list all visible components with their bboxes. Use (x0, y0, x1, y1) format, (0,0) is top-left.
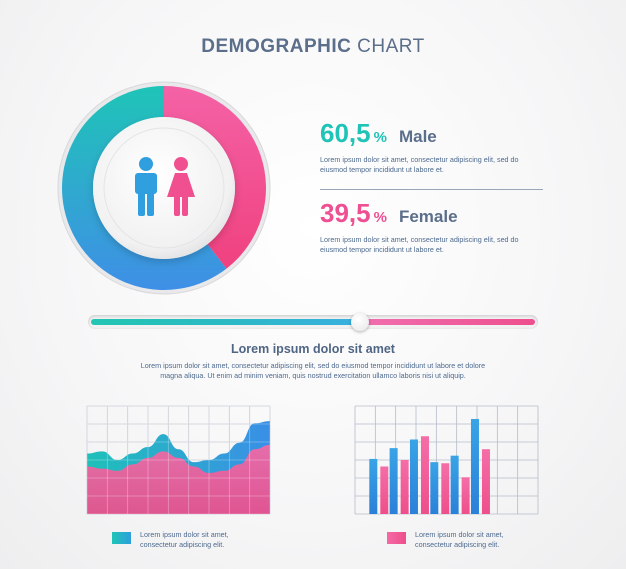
male-label: Male (398, 127, 437, 146)
legend-swatch-teal (112, 532, 131, 544)
slider-fill-female (359, 319, 535, 325)
title-bold: DEMOGRAPHIC (201, 36, 352, 57)
bar-pink (461, 477, 470, 514)
male-percent: 60,5 (320, 118, 371, 148)
bar-blue (470, 418, 479, 514)
legend-left-text: Lorem ipsum dolor sit amet, consectetur … (140, 530, 260, 549)
bar-chart (354, 404, 540, 516)
section-heading: Lorem ipsum dolor sit amet (231, 342, 395, 356)
section-line-1: Lorem ipsum dolor sit amet, consectetur … (140, 361, 486, 370)
donut-svg (57, 81, 271, 295)
title-light: CHART (357, 36, 425, 57)
ratio-slider[interactable] (88, 313, 538, 331)
bar-pink (481, 449, 490, 514)
male-desc-line-1: Lorem ipsum dolor sit amet, consectetur … (320, 155, 519, 164)
legend-right-line-1: Lorem ipsum dolor sit amet, (415, 530, 504, 539)
male-stat: 60,5% Male Lorem ipsum dolor sit amet, co… (320, 118, 550, 174)
bar-pink (380, 466, 389, 514)
legend-right: Lorem ipsum dolor sit amet, consectetur … (387, 530, 535, 549)
bar-chart-svg (354, 405, 539, 515)
legend-left: Lorem ipsum dolor sit amet, consectetur … (112, 530, 260, 549)
section-paragraph: Lorem ipsum dolor sit amet, consectetur … (113, 361, 513, 380)
legend-right-text: Lorem ipsum dolor sit amet, consectetur … (415, 530, 535, 549)
area-chart-svg (86, 405, 271, 515)
female-desc-line-2: eiusmod tempor incididunt ut labore et. (320, 244, 444, 254)
page-title: DEMOGRAPHIC CHART (0, 36, 626, 58)
slider-fill-male (91, 319, 360, 325)
bar-blue (450, 455, 459, 514)
female-percent-unit: % (373, 209, 387, 226)
bar-blue (409, 439, 418, 514)
legend-left-line-1: Lorem ipsum dolor sit amet, (140, 530, 229, 539)
female-description: Lorem ipsum dolor sit amet, consectetur … (320, 235, 550, 254)
legend-left-line-2: consectetur adipiscing elit. (140, 539, 225, 549)
section-line-2: magna aliqua. Ut enim ad minim veniam, q… (160, 370, 466, 380)
male-desc-line-2: eiusmod tempor incididunt ut labore et. (320, 164, 444, 174)
female-stat: 39,5% Female Lorem ipsum dolor sit amet, … (320, 198, 550, 254)
donut-center (93, 117, 235, 259)
female-figure-icon (167, 157, 195, 216)
area-series-pink (87, 444, 270, 514)
bar-blue (430, 462, 439, 514)
donut-slice-female (164, 86, 266, 269)
area-chart (86, 404, 272, 516)
bar-blue (389, 448, 398, 514)
male-percent-unit: % (373, 129, 387, 146)
slider-thumb[interactable] (350, 313, 369, 331)
bar-blue (369, 458, 378, 514)
bar-pink (420, 436, 429, 514)
donut-slice-male (62, 86, 227, 290)
legend-swatch-pink (387, 532, 406, 544)
male-description: Lorem ipsum dolor sit amet, consectetur … (320, 155, 550, 174)
bar-pink (400, 460, 409, 514)
bar-pink (441, 463, 450, 514)
female-label: Female (398, 207, 458, 226)
male-figure-icon (135, 157, 157, 216)
divider (320, 189, 543, 190)
gender-donut-chart (56, 80, 272, 296)
female-desc-line-1: Lorem ipsum dolor sit amet, consectetur … (320, 235, 519, 244)
legend-right-line-2: consectetur adipiscing elit. (415, 539, 500, 549)
female-percent: 39,5 (320, 198, 371, 228)
